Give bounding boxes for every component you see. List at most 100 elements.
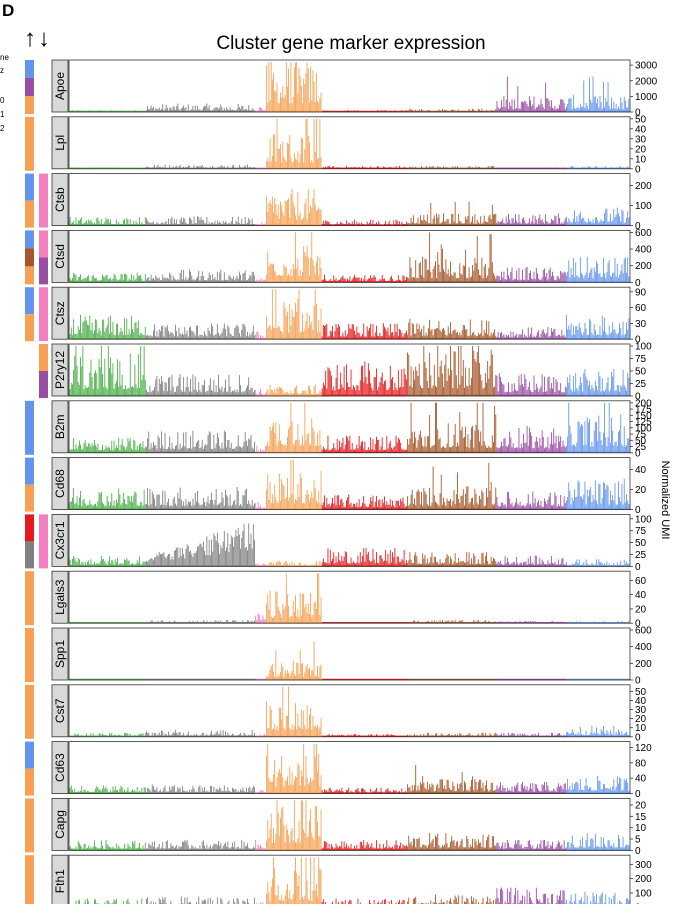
- up-marker-bar: [25, 855, 34, 904]
- facet-label: P2ry12: [53, 351, 67, 389]
- facet-strip: [51, 116, 69, 170]
- cluster-bars-c7: [496, 425, 566, 453]
- y-tick-label: 75: [635, 526, 647, 537]
- y-tick-label: 200: [635, 874, 652, 885]
- y-tick-label: 30: [635, 134, 647, 145]
- bars: [68, 800, 630, 851]
- facet-label: Cd68: [53, 469, 67, 498]
- facet-strip: [51, 59, 69, 113]
- cluster-bars-c4: [266, 232, 322, 283]
- cluster-bars-c1: [68, 488, 146, 510]
- bars: [68, 118, 630, 170]
- up-arrow-icon: ↑: [24, 25, 36, 52]
- cluster-bars-c1: [68, 555, 146, 567]
- up-marker-bar: [25, 314, 34, 342]
- panel-border: [68, 343, 631, 397]
- cluster-bars-c4: [266, 289, 322, 340]
- y-tick-label: 20: [635, 144, 647, 155]
- cluster-bars-c5: [321, 435, 407, 453]
- cluster-bars-c8: [566, 314, 630, 340]
- y-tick-label: 50: [635, 538, 647, 549]
- y-tick-label: 40: [635, 590, 647, 601]
- y-tick-label: 5: [635, 835, 641, 846]
- up-marker-bar: [25, 248, 34, 267]
- cluster-bars-c4: [266, 118, 322, 169]
- y-tick-label: 0: [635, 278, 641, 289]
- y-tick-label: 0: [635, 789, 641, 800]
- y-tick-label: 100: [635, 201, 652, 212]
- y-tick-label: 50: [635, 367, 647, 378]
- svg-text:2: 2: [0, 124, 5, 133]
- facet-label: Capg: [53, 810, 67, 839]
- panel-label: D: [2, 1, 14, 20]
- cluster-bars-c2: [146, 784, 255, 794]
- cluster-bars-c6: [407, 833, 497, 851]
- facet-strip: [51, 741, 69, 794]
- y-tick-label: 400: [635, 245, 652, 256]
- up-marker-bar: [25, 266, 34, 285]
- cluster-bars-c2: [146, 373, 255, 396]
- cluster-bars-c6: [407, 402, 497, 453]
- panel-border: [68, 684, 631, 738]
- cluster-bars-c4: [266, 686, 322, 737]
- facet-strip: [51, 627, 69, 681]
- facet-label: Lpl: [53, 135, 67, 151]
- cluster-bars-c3: [255, 613, 266, 624]
- cluster-bars-c7: [496, 781, 566, 794]
- y-tick-label: 80: [635, 758, 647, 769]
- facet-strip: [51, 286, 69, 340]
- y-tick-label: 0: [635, 732, 641, 743]
- gene-panel-ctsz: Ctsz 0 30 60 90: [25, 286, 647, 346]
- svg-text:ne: ne: [0, 53, 9, 62]
- cluster-bars-c8: [566, 891, 630, 904]
- bars: [69, 641, 630, 681]
- y-tick-label: 120: [635, 743, 652, 754]
- y-tick-label: 0: [635, 164, 641, 175]
- gene-panel-apoe: Apoe 0 1000 2000 3000: [25, 59, 658, 119]
- facet-strip: [51, 684, 69, 738]
- facet-label: Ctsz: [53, 301, 67, 325]
- panel-border: [68, 570, 631, 624]
- up-marker-bar: [25, 798, 34, 853]
- y-tick-label: 30: [635, 705, 647, 716]
- y-tick-label: 40: [635, 774, 647, 785]
- y-tick-label: 0: [635, 221, 641, 232]
- cluster-bars-c1: [68, 314, 146, 340]
- cluster-bars-c4: [266, 641, 322, 680]
- up-marker-bar: [25, 768, 34, 796]
- y-tick-label: 20: [635, 800, 647, 811]
- y-tick-label: 100: [635, 514, 652, 525]
- facet-strip: [51, 570, 69, 624]
- cluster-bars-c6: [407, 346, 497, 396]
- facet-label: Lgals3: [53, 579, 67, 615]
- up-marker-bar: [25, 200, 34, 228]
- cluster-bars-c7: [496, 373, 566, 396]
- y-tick-label: 300: [635, 860, 652, 871]
- y-tick-label: 90: [635, 287, 647, 298]
- cluster-bars-c7: [496, 327, 566, 340]
- gene-panel-spp1: Spp1 0 200 400 600: [25, 626, 652, 687]
- cluster-bars-c4: [266, 384, 322, 396]
- up-marker-bar: [25, 741, 34, 769]
- cluster-bars-c6: [407, 318, 497, 340]
- facet-label: Cd63: [53, 753, 67, 782]
- y-tick-label: 30: [635, 319, 647, 330]
- y-tick-label: 0: [635, 335, 641, 346]
- facet-label: Cx3cr1: [53, 521, 67, 559]
- cluster-bars-c8: [566, 76, 630, 112]
- cluster-bars-c2: [146, 486, 255, 510]
- y-tick-label: 0: [635, 505, 641, 516]
- cluster-bars-c8: [566, 725, 630, 737]
- up-marker-bar: [25, 173, 34, 201]
- cluster-bars-c4: [266, 402, 322, 453]
- svg-text:z: z: [0, 66, 4, 75]
- cluster-bars-c2: [146, 430, 255, 453]
- cluster-bars-c8: [566, 833, 630, 851]
- panel-border: [68, 798, 631, 851]
- down-marker-bar: [39, 514, 48, 569]
- facet-strip: [51, 173, 69, 227]
- cluster-bars-c4: [266, 743, 322, 794]
- y-tick-label: 0: [635, 562, 641, 573]
